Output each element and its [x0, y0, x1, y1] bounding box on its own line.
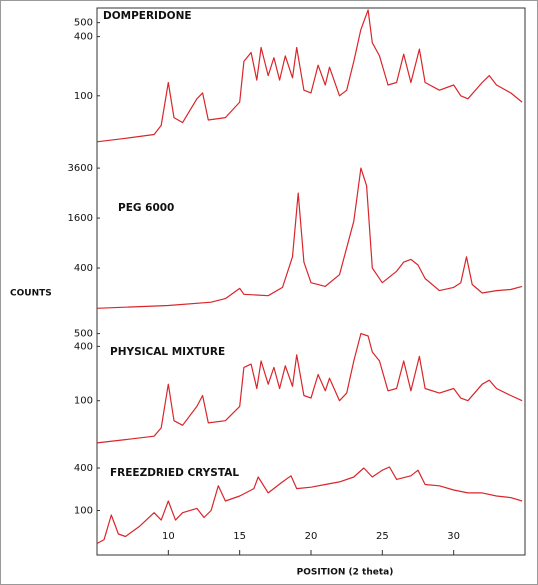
- y-tick-label: 100: [74, 396, 93, 407]
- pattern-line: [96, 9, 523, 143]
- y-tick-label: 3600: [68, 163, 93, 174]
- y-axis-label: COUNTS: [10, 289, 52, 299]
- panel-title: FREEZDRIED CRYSTAL: [110, 467, 239, 479]
- x-tick-label: 20: [305, 531, 318, 542]
- pattern-line: [96, 167, 523, 309]
- y-tick-label: 400: [74, 341, 93, 352]
- panel-title: DOMPERIDONE: [103, 10, 192, 22]
- y-tick-label: 100: [74, 506, 93, 517]
- y-tick-label: 100: [74, 91, 93, 102]
- x-tick-label: 10: [162, 531, 175, 542]
- x-tick-label: 30: [447, 531, 460, 542]
- y-tick-label: 400: [74, 263, 93, 274]
- y-tick-label: 500: [74, 18, 93, 29]
- x-axis-label: POSITION (2 theta): [297, 568, 394, 578]
- x-tick-label: 15: [233, 531, 246, 542]
- y-tick-label: 500: [74, 329, 93, 340]
- panel-title: PHYSICAL MIXTURE: [110, 346, 225, 358]
- panel-title: PEG 6000: [118, 202, 174, 214]
- x-tick-label: 25: [376, 531, 389, 542]
- pattern-line: [96, 466, 523, 545]
- y-tick-label: 400: [74, 32, 93, 43]
- y-tick-label: 1600: [68, 213, 93, 224]
- pattern-line: [96, 333, 523, 444]
- y-tick-label: 400: [74, 463, 93, 474]
